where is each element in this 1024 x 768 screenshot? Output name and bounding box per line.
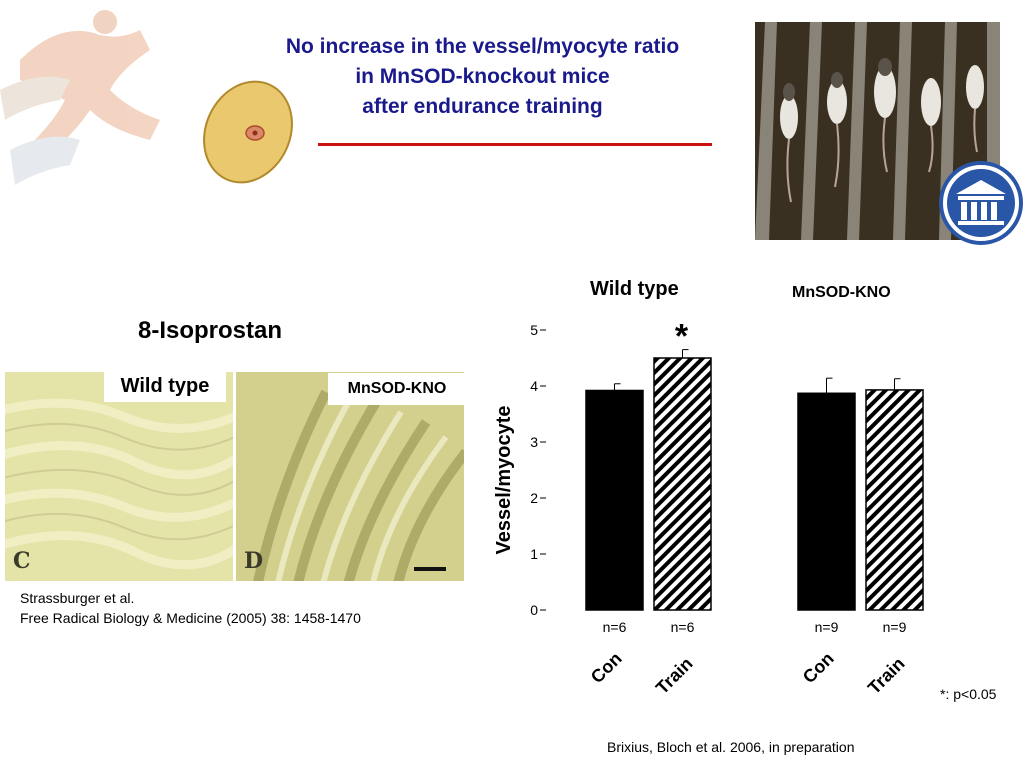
significance-note: *: p<0.05	[940, 686, 997, 702]
y-axis-label: Vessel/myocyte	[493, 406, 515, 555]
y-tick-label-1: 1	[530, 546, 538, 562]
histology-image-mnsod-kno: D	[236, 372, 464, 581]
reference-authors: Strassburger et al.	[20, 590, 135, 606]
n-label: n=9	[883, 619, 907, 635]
bar-wild-type-con	[585, 389, 644, 611]
isoprostan-heading: 8-Isoprostan	[138, 317, 283, 344]
category-label-train: Train	[864, 653, 909, 698]
y-tick-label-0: 0	[530, 602, 538, 618]
n-label: n=6	[671, 619, 695, 635]
significance-star: *	[675, 318, 689, 356]
title-line-3: after endurance training	[362, 95, 603, 118]
panel-label-c: C	[13, 548, 31, 574]
bar-mnsod-kno-train	[865, 389, 924, 611]
y-tick-label-5: 5	[530, 322, 538, 338]
scale-bar	[414, 567, 446, 571]
reference-journal: Free Radical Biology & Medicine (2005) 3…	[20, 610, 361, 626]
slide-title: No increase in the vessel/myocyte ratio …	[180, 32, 785, 122]
group-label-mnsod-kno: MnSOD-KNO	[792, 284, 891, 301]
title-line-1: No increase in the vessel/myocyte ratio	[285, 35, 680, 58]
histology-label-mnsod-kno: MnSOD-KNO	[328, 373, 466, 405]
n-label: n=9	[815, 619, 839, 635]
vessel-myocyte-bar-chart: 0 1 2 3 4 5 Vessel/myocyte Wild type n=6 Con n=6 Tr…	[493, 278, 924, 698]
group-label-wild-type: Wild type	[590, 278, 679, 300]
title-underline	[318, 143, 712, 146]
reference-strassburger: Strassburger et al. Free Radical Biology…	[20, 588, 361, 628]
panel-label-d: D	[244, 548, 263, 574]
category-label-train: Train	[652, 653, 697, 698]
bar-mnsod-kno-con	[797, 392, 856, 611]
histology-image-wild-type: C	[5, 372, 233, 581]
n-label: n=6	[603, 619, 627, 635]
university-logo	[939, 161, 1023, 245]
runner-illustration	[0, 10, 293, 185]
y-tick-label-4: 4	[530, 378, 538, 394]
category-label-con: Con	[799, 648, 838, 687]
histology-label-wild-type: Wild type	[104, 370, 226, 402]
reference-brixius: Brixius, Bloch et al. 2006, in preparati…	[607, 739, 855, 755]
title-line-2: in MnSOD-knockout mice	[355, 65, 610, 88]
bar-wild-type-train	[653, 357, 712, 611]
y-tick-label-3: 3	[530, 434, 538, 450]
category-label-con: Con	[587, 648, 626, 687]
y-tick-label-2: 2	[530, 490, 538, 506]
